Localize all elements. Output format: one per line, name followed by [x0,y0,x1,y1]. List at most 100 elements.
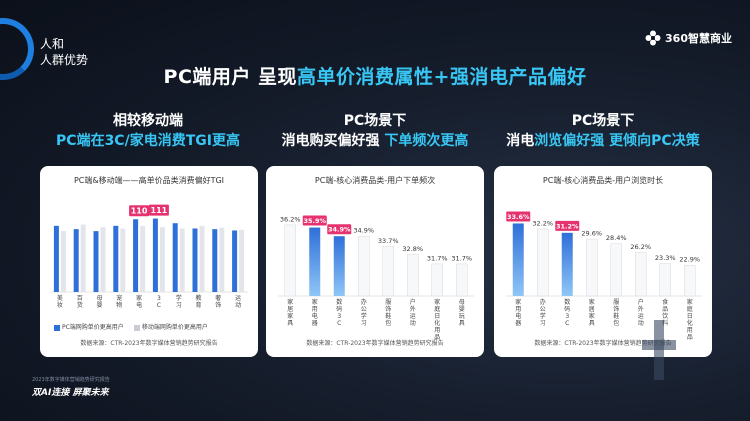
x-tick-label-6: 食品饮料 [662,298,668,327]
legend-item-mobile: 移动端网购单价更高用户 [133,322,208,331]
x-tick-label-1: 办公学习 [540,298,546,327]
page-title-prefix: PC端用户 呈现 [163,66,298,88]
section-label-line2: 人群优势 [40,53,89,67]
bar-pc-6 [172,223,178,292]
plus-decoration [642,320,676,380]
bar-mobile-7 [199,225,205,292]
data-label-7: 31.7% [451,254,472,262]
column-heading-1-sub-a: PC端在3C/家电 [56,133,158,149]
column-heading-3-sub-b: 浏览偏好强 [534,133,605,149]
bar-3 [358,235,370,297]
chart-2-title: PC端-核心消费品类-用户下单频次 [314,176,436,185]
x-tick-label-3: 家居家具 [589,298,595,327]
column-heading-1: 相较移动端 PC端在3C/家电消费TGI更高 [28,111,268,151]
bar-4 [382,246,394,297]
data-label-2: 34.9% [328,226,351,234]
legend-item-pc: PC端网购单价更高用户 [54,322,124,331]
bar-mobile-2 [100,227,106,292]
x-tick-label-5: 户外运动 [638,298,644,327]
data-label-7: 22.9% [679,256,700,264]
bar-mobile-1 [80,224,86,292]
chart-2-plot: 36.2% 家居家具 35.9% 家用电器 34.9% 数码 3 C 34.9% 办公学习 33.7… [278,215,474,341]
section-label-line1: 人和 [40,37,65,51]
bar-mobile-5 [159,227,165,292]
legend-label-mobile: 移动端网购单价更高用户 [141,324,208,331]
column-heading-3-sub-a: 消电 [506,133,535,149]
chart-card-3: PC端-核心消费品类-用户浏览时长 33.6% 家用电器 32.2% 办公学习 31.2… [494,166,712,357]
data-label-box-2 [555,220,580,231]
chart-1-source: 数据来源：CTR-2023年数字媒体营销趋势研究报告 [80,340,218,347]
flower-icon [645,30,661,46]
bar-2 [333,236,345,296]
data-label-5: 26.2% [630,243,651,251]
chart-card-2: PC端-核心消费品类-用户下单频次 36.2% 家居家具 35.9% 家用电器 34.9… [266,166,484,357]
bar-mobile-8 [219,227,225,292]
brand-logo-text: 360智慧商业 [665,32,732,45]
data-label-0: 33.6% [507,213,530,221]
x-tick-label-7: 家庭日化用品 [687,298,693,341]
column-heading-3-sub-c: 更倾向PC决策 [604,133,700,149]
data-label-3: 34.9% [353,227,374,235]
chart-3-source: 数据来源：CTR-2023年数字媒体营销趋势研究报告 [534,340,672,347]
bar-4 [610,243,622,297]
bar-5 [407,254,419,297]
x-tick-label-0: 家用电器 [515,298,521,327]
bar-mobile-9 [239,229,245,292]
legend-label-pc: PC端网购单价更高用户 [62,324,124,331]
chart-3-title: PC端-核心消费品类-用户浏览时长 [542,176,664,185]
bar-pc-1 [73,229,79,292]
x-tick-label-0: 美妆 [57,294,63,309]
data-label-4: 33.7% [378,237,399,245]
data-label-box-1 [302,215,327,226]
chart-1-title: PC端&移动端——高单价品类消费偏好TGI [73,176,225,185]
chart-card-1: PC端&移动端——高单价品类消费偏好TGI 美妆 百货 母婴 宠物 110 家电 111 3 C… [40,166,258,357]
data-label-box-4 [129,205,150,217]
bar-6 [659,263,671,297]
x-tick-label-3: 宠物 [116,294,122,309]
data-label-4: 110 [131,207,148,216]
page-title-accent: 高单价消费属性+强消电产品偏好 [297,66,587,88]
bar-pc-4 [133,219,139,292]
bar-mobile-4 [140,225,146,292]
data-label-box-2 [327,224,352,235]
data-label-5: 111 [151,206,168,215]
footer-slogan: 2023年数字媒体营销趋势研究报告 双AI连接 屏聚未来 [32,376,110,398]
x-tick-label-1: 家用电器 [312,298,318,327]
bar-7 [684,264,696,297]
column-heading-2-title: PC场景下 [343,113,407,129]
bar-5 [635,252,647,297]
bar-pc-3 [113,225,119,292]
x-tick-label-6: 家庭日化用品 [434,298,440,341]
data-label-box-5 [148,204,169,216]
bar-pc-7 [192,228,198,292]
data-label-6: 23.3% [655,254,676,262]
x-tick-label-5: 户外运动 [410,298,416,327]
footer-big-text: 双AI连接 屏聚未来 [32,388,109,398]
column-heading-3: PC场景下 消电浏览偏好强 更倾向PC决策 [483,111,723,151]
column-heading-2: PC场景下 消电购买偏好强 下单频次更高 [255,111,495,151]
x-tick-label-0: 家居家具 [287,298,293,327]
bar-0 [284,224,296,297]
data-label-5: 32.8% [402,245,423,253]
bar-pc-0 [53,225,59,292]
x-tick-label-2: 数码 3 C [564,298,570,327]
x-tick-label-4: 服饰鞋包 [613,299,619,327]
bar-mobile-0 [60,231,66,292]
column-heading-3-title: PC场景下 [571,113,635,129]
x-tick-label-4: 家电 [136,294,142,309]
column-heading-2-sub-a: 消电购买偏好强 [281,133,380,149]
x-tick-label-7: 教育 [195,294,201,309]
bar-pc-2 [93,231,99,292]
x-tick-label-3: 办公学习 [361,298,367,327]
x-tick-label-6: 学习 [176,294,182,309]
x-tick-label-2: 数码 3 C [336,298,342,327]
x-tick-label-1: 百货 [77,295,83,309]
data-label-6: 31.7% [427,254,448,262]
data-label-1: 32.2% [532,219,553,227]
data-label-2: 31.2% [556,222,579,230]
chart-2-source: 数据来源：CTR-2023年数字媒体营销趋势研究报告 [306,340,444,347]
bar-1 [537,228,549,297]
data-label-1: 35.9% [303,217,326,225]
chart-3-plot: 33.6% 家用电器 32.2% 办公学习 31.2% 数码 3 C 29.6% 家居家具 28.4… [506,211,702,341]
